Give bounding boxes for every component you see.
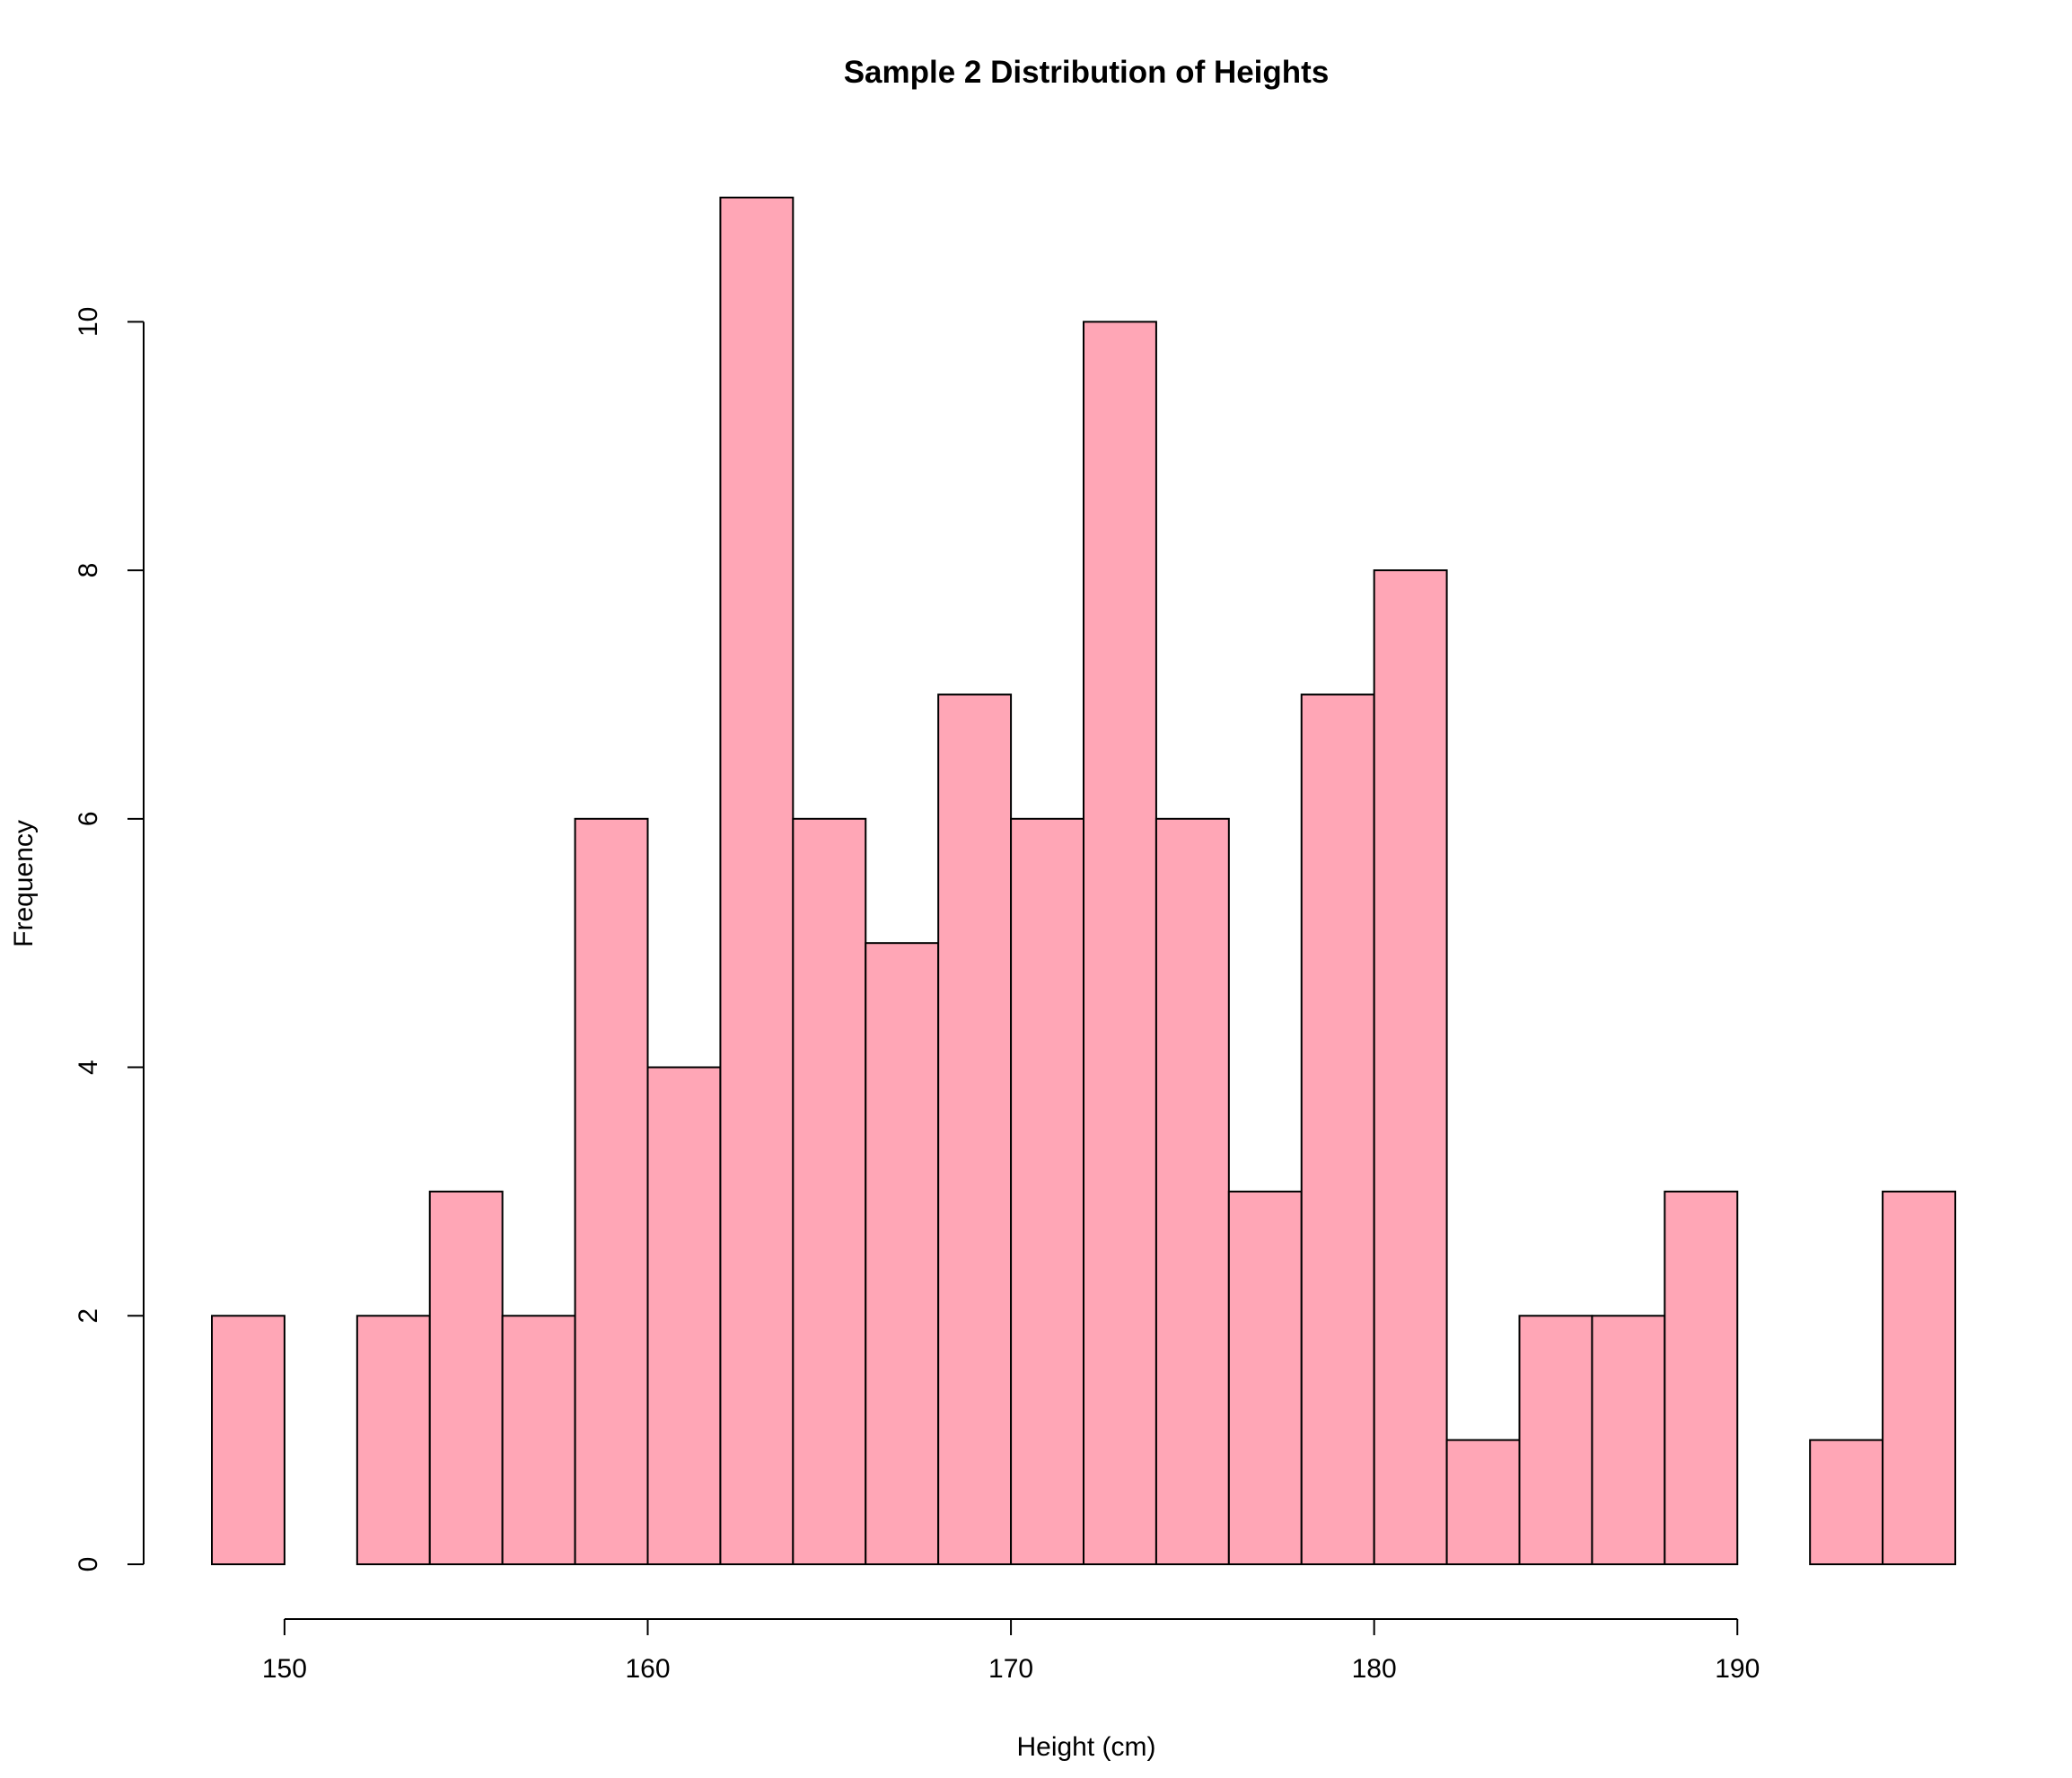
- y-tick-label: 8: [74, 563, 103, 578]
- histogram-bar: [1300, 693, 1375, 1565]
- histogram-bar: [356, 1315, 431, 1565]
- y-tick-label: 4: [74, 1060, 103, 1075]
- histogram-bar: [646, 1066, 722, 1565]
- histogram-bar: [719, 197, 795, 1565]
- chart-title: Sample 2 Distribution of Heights: [844, 55, 1330, 90]
- histogram-bar: [1010, 817, 1085, 1565]
- histogram-bar: [428, 1190, 504, 1565]
- histogram-bar: [937, 693, 1013, 1565]
- histogram-bar: [1518, 1315, 1594, 1565]
- histogram-bar: [1882, 1190, 1956, 1565]
- y-tick-label: 10: [74, 307, 103, 337]
- histogram-bar: [1809, 1439, 1884, 1565]
- histogram-bar: [501, 1315, 576, 1565]
- histogram-bar: [1083, 321, 1157, 1565]
- x-axis: 150 160 170 180 190: [262, 1618, 1760, 1684]
- x-axis-label: Height (cm): [1016, 1732, 1155, 1762]
- y-tick-label: 2: [74, 1308, 103, 1324]
- x-tick-label: 170: [988, 1654, 1033, 1684]
- histogram-bar: [1373, 569, 1448, 1565]
- histogram-bar: [792, 817, 867, 1565]
- histogram-bar: [1155, 817, 1230, 1565]
- x-tick-label: 180: [1352, 1654, 1397, 1684]
- histogram-bar: [1591, 1315, 1666, 1565]
- bars-group: [211, 197, 1956, 1565]
- x-tick-label: 160: [625, 1654, 670, 1684]
- histogram-bar: [1445, 1439, 1521, 1565]
- histogram-bar: [211, 1315, 285, 1565]
- histogram-bar: [1227, 1190, 1303, 1565]
- y-tick-label: 0: [74, 1557, 103, 1572]
- y-axis: 0 2 4 6 8 10: [74, 307, 145, 1572]
- x-tick-label: 150: [262, 1654, 307, 1684]
- x-tick-label: 190: [1715, 1654, 1760, 1684]
- y-axis-label: Frequency: [9, 820, 39, 947]
- histogram-bar: [1664, 1190, 1739, 1565]
- histogram-bar: [574, 817, 649, 1565]
- histogram-bar: [865, 942, 940, 1565]
- y-tick-label: 6: [74, 811, 103, 826]
